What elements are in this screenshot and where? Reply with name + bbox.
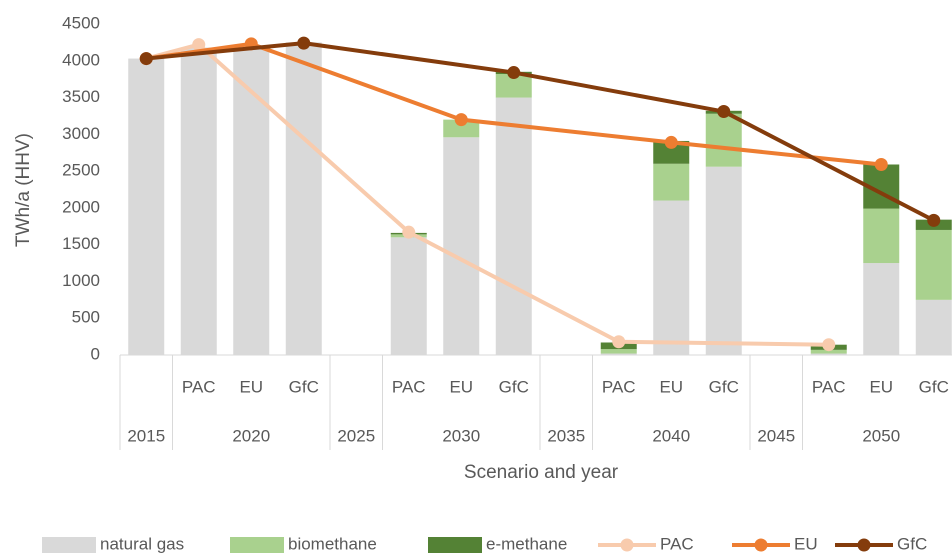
legend-label: biomethane [288,534,377,553]
line-marker [874,157,888,171]
bar [810,353,847,355]
bar [390,237,427,355]
y-tick-label: 1000 [62,271,100,290]
legend-label: PAC [660,534,694,553]
x-tick-label: EU [659,377,683,396]
group-label: 2025 [337,426,375,445]
x-tick-label: PAC [812,377,846,396]
bar [495,97,532,356]
line-marker [507,66,521,80]
bar [653,163,690,201]
bar [495,74,532,98]
y-tick-label: 2500 [62,161,100,180]
bar [705,166,742,355]
line-marker [454,113,468,127]
bar [653,200,690,355]
bar [180,47,217,355]
group-label: 2050 [862,426,900,445]
bar [653,140,690,164]
legend-label: EU [794,534,818,553]
x-tick-label: GfC [289,377,319,396]
line-marker [664,135,678,149]
y-tick-label: 4500 [62,13,100,32]
group-label: 2030 [442,426,480,445]
x-tick-label: EU [449,377,473,396]
y-tick-label: 1500 [62,234,100,253]
bar [285,42,322,356]
x-tick-label: PAC [602,377,636,396]
bar [128,58,165,356]
x-tick-label: PAC [392,377,426,396]
bar [600,353,637,355]
x-tick-label: EU [239,377,263,396]
y-tick-label: 4000 [62,50,100,69]
bar [443,137,480,355]
bar [810,349,847,354]
line-marker [612,335,626,349]
line-marker [822,338,836,352]
line-marker [297,36,311,50]
bar [233,46,270,356]
bar [600,349,637,354]
y-tick-label: 0 [91,344,100,363]
legend-marker [620,538,634,552]
x-tick-label: GfC [709,377,739,396]
y-tick-label: 3000 [62,124,100,143]
group-label: 2020 [232,426,270,445]
y-tick-label: 500 [72,308,100,327]
x-axis-title: Scenario and year [464,462,619,483]
y-tick-label: 2000 [62,197,100,216]
bar [915,299,952,355]
legend-marker [754,538,768,552]
x-tick-label: GfC [919,377,949,396]
legend-label: GfC [897,534,927,553]
legend-swatch [230,537,284,553]
bar [443,119,480,138]
group-label: 2040 [652,426,690,445]
x-tick-label: EU [869,377,893,396]
group-label: 2015 [127,426,165,445]
y-axis-title: TWh/a (HHV) [13,133,34,247]
group-label: 2035 [547,426,585,445]
legend-swatch [42,537,96,553]
legend-marker [857,538,871,552]
x-tick-label: PAC [182,377,216,396]
legend-swatch [428,537,482,553]
line-marker [192,38,206,52]
bar [915,229,952,300]
line-marker [717,105,731,119]
y-tick-label: 3500 [62,87,100,106]
line-marker [139,52,153,66]
line-marker [402,225,416,239]
bar [705,113,742,167]
x-tick-label: GfC [499,377,529,396]
bar [863,208,900,264]
group-label: 2045 [757,426,795,445]
legend-label: e-methane [486,534,567,553]
legend-label: natural gas [100,534,184,553]
bar [863,263,900,355]
line-marker [927,213,941,227]
